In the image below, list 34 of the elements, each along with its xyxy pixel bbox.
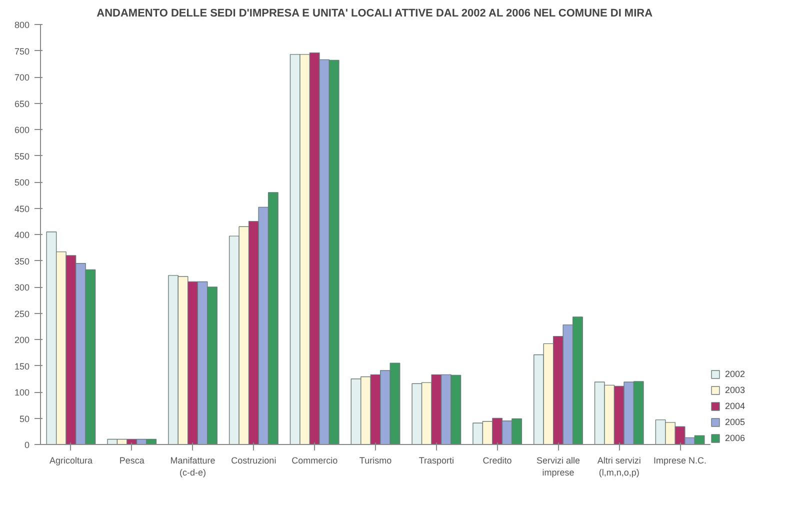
- chart-title: ANDAMENTO DELLE SEDI D'IMPRESA E UNITA' LOCALI ATTIVE DAL 2002 AL 2006 NEL COMUNE DI MIRA: [96, 8, 653, 20]
- y-tick-label: 700: [14, 72, 30, 82]
- y-tick-label: 650: [14, 98, 30, 109]
- x-tick-label: Trasporti: [418, 456, 454, 466]
- x-tick-label: Manifatture (c-d-e): [170, 456, 216, 478]
- y-tick-label: 100: [14, 388, 30, 398]
- y-tick-label: 150: [14, 361, 30, 372]
- y-tick-label: 550: [14, 151, 30, 162]
- legend-label: 2006: [725, 432, 746, 444]
- y-tick-label: 400: [14, 230, 30, 240]
- x-tick-label: Altri servizi (l,m,n,o,p): [597, 456, 641, 478]
- y-tick-label: 500: [14, 178, 30, 188]
- y-tick-label: 600: [14, 125, 30, 135]
- y-tick-label: 0: [24, 440, 30, 450]
- x-tick-label: Pesca: [119, 456, 144, 466]
- y-tick-label: 250: [14, 308, 30, 319]
- y-tick-label: 800: [14, 20, 30, 30]
- x-tick-label: Credito: [482, 456, 512, 466]
- x-tick-label: Commercio: [292, 456, 338, 466]
- y-tick-label: 50: [19, 414, 30, 424]
- legend-label: 2003: [725, 384, 746, 396]
- x-tick-label: Turismo: [359, 456, 392, 466]
- legend-label: 2004: [725, 400, 746, 412]
- y-tick-label: 300: [14, 282, 30, 292]
- legend-label: 2005: [725, 416, 746, 428]
- y-tick-label: 350: [14, 256, 30, 266]
- y-tick-label: 450: [14, 204, 30, 214]
- y-tick-label: 200: [14, 335, 30, 345]
- y-tick-label: 750: [14, 46, 30, 56]
- legend-label: 2002: [725, 368, 746, 380]
- x-tick-label: Agricoltura: [49, 456, 92, 466]
- x-tick-label: Servizi alle imprese: [536, 456, 580, 478]
- x-tick-label: Imprese N.C.: [654, 456, 707, 466]
- x-tick-label: Costruzioni: [231, 456, 276, 466]
